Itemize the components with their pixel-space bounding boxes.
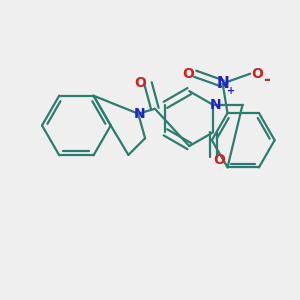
- Text: O: O: [135, 76, 147, 90]
- Text: O: O: [251, 67, 263, 81]
- Text: N: N: [216, 76, 229, 91]
- Text: O: O: [182, 67, 194, 81]
- Text: +: +: [227, 86, 235, 96]
- Text: -: -: [263, 70, 270, 88]
- Text: N: N: [134, 107, 146, 121]
- Text: N: N: [210, 98, 222, 112]
- Text: O: O: [213, 153, 225, 167]
